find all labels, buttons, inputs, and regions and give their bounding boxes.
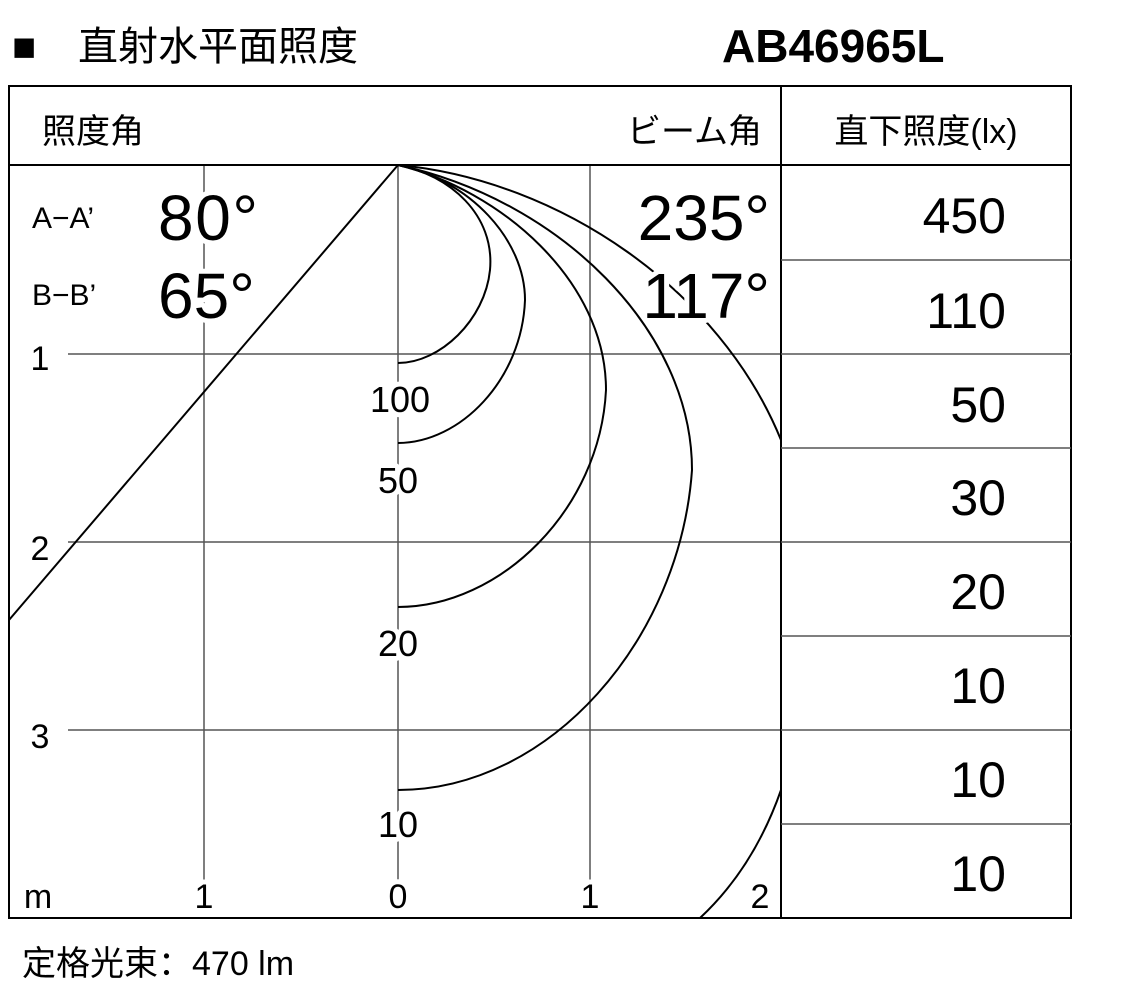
beam-angle-header: ビーム角 [627, 113, 762, 151]
isolux-curves [397, 164, 782, 919]
isolux-curve-10 [397, 164, 694, 791]
isolux-curve-outer-lower [699, 789, 782, 919]
direct-illuminance-6m: 10 [950, 658, 1006, 714]
illum-angle-b: 65° [158, 260, 255, 332]
beam-angle-b: 117° [642, 260, 770, 332]
direct-illuminance-1m: 450 [923, 188, 1006, 244]
page-title: 直射水平面照度 [78, 25, 358, 69]
direct-illuminance-2m: 110 [926, 283, 1006, 339]
depth-label-2: 2 [31, 530, 50, 568]
direct-illuminance-7m: 10 [950, 752, 1006, 808]
width-label-1: 1 [581, 878, 600, 916]
beam-angle-line [8, 164, 399, 621]
direct-illuminance-3m: 50 [950, 377, 1006, 433]
angle-label-b: B−B’ [32, 279, 96, 312]
contour-label-20: 20 [378, 623, 418, 664]
illum-angle-a: 80° [158, 182, 258, 254]
unit-label: m [24, 878, 52, 916]
direct-illuminance-header: 直下照度(lx) [834, 113, 1017, 151]
illum-angle-header: 照度角 [42, 113, 144, 151]
angle-label-a: A−A’ [32, 202, 94, 235]
beam-angle-a: 235° [638, 182, 770, 254]
model-number: AB46965L [722, 20, 944, 72]
diagram-frame [8, 85, 1072, 919]
contour-label-50: 50 [378, 460, 418, 501]
depth-label-3: 3 [31, 718, 50, 756]
direct-illuminance-5m: 20 [950, 564, 1006, 620]
rated-luminous-flux: 定格光束：470 lm [22, 945, 294, 983]
direct-illuminance-column: 450 110 50 30 20 10 10 10 [923, 188, 1006, 902]
direct-illuminance-8m: 10 [950, 846, 1006, 902]
isolux-curve-outer [397, 164, 782, 441]
width-label-minus1: 1 [195, 878, 214, 916]
direct-illuminance-4m: 30 [950, 470, 1006, 526]
isolux-curve-100 [397, 164, 492, 364]
width-label-0: 0 [389, 878, 408, 916]
contour-label-10: 10 [378, 804, 418, 845]
depth-label-1: 1 [31, 340, 50, 378]
grid [68, 165, 781, 880]
title-bullet: ■ [12, 25, 36, 69]
isolux-curve-50 [397, 164, 527, 444]
contour-label-100: 100 [370, 379, 430, 420]
isolux-curve-20 [397, 164, 608, 608]
width-label-2: 2 [751, 878, 770, 916]
illuminance-row-dividers [781, 259, 1071, 825]
